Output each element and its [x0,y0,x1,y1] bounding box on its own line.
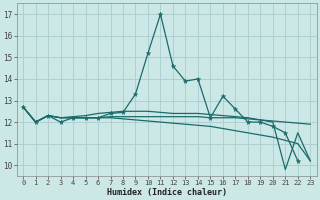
X-axis label: Humidex (Indice chaleur): Humidex (Indice chaleur) [107,188,227,197]
